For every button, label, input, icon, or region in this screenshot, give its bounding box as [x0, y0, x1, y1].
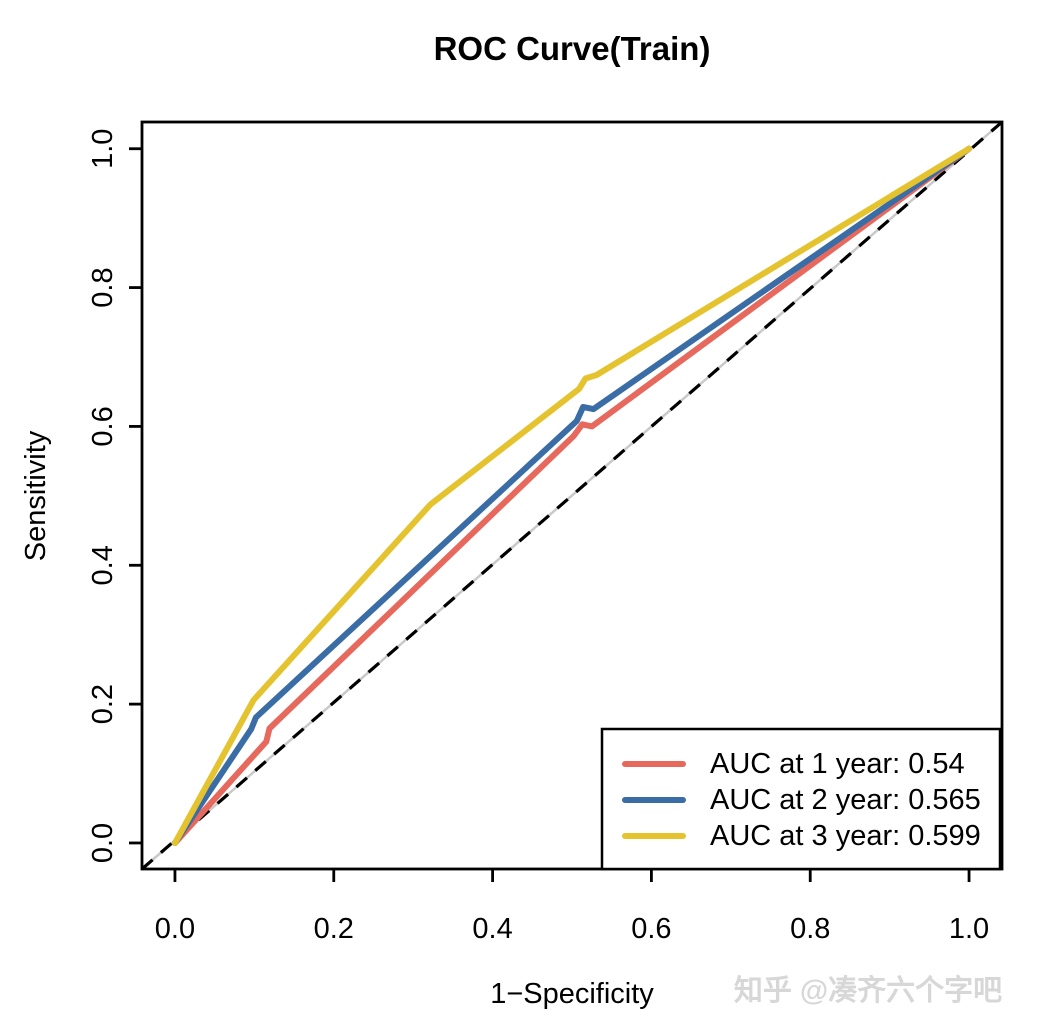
x-axis-label: 1−Specificity	[490, 978, 654, 1010]
chart-title: ROC Curve(Train)	[434, 30, 711, 67]
roc-curve-3-year	[172, 145, 972, 846]
y-tick-label: 0.2	[87, 684, 119, 724]
y-tick-label: 0.4	[87, 545, 119, 585]
y-axis-label: Sensitivity	[20, 430, 52, 561]
plot-box	[140, 120, 1004, 871]
y-tick-label: 0.8	[87, 267, 119, 307]
x-tick-label: 0.6	[631, 913, 671, 945]
diagonal-underlay-line	[141, 121, 1003, 870]
x-tick-label: 0.4	[472, 913, 512, 945]
axes-layer: 0.0 0.2 0.4 0.6 0.8 1.0 0.0 0.2 0.4 0.6 0.8 1.0	[87, 120, 1004, 945]
legend-label: AUC at 3 year: 0.599	[710, 820, 981, 852]
y-tick-label: 0.6	[87, 406, 119, 446]
roc-curve-1-year	[172, 145, 972, 846]
x-tick-label: 0.2	[314, 913, 354, 945]
legend-label: AUC at 2 year: 0.565	[710, 784, 981, 816]
watermark: 知乎 @凑齐六个字吧	[734, 973, 1002, 1007]
curves-layer	[140, 120, 1004, 871]
x-tick-label: 0.8	[790, 913, 830, 945]
y-tick-label: 1.0	[87, 129, 119, 169]
roc-curve-2-year	[172, 145, 972, 846]
legend: AUC at 1 year: 0.54 AUC at 2 year: 0.565 A…	[600, 727, 1002, 871]
x-tick-label: 0.0	[155, 913, 195, 945]
y-tick-label: 0.0	[87, 823, 119, 863]
legend-label: AUC at 1 year: 0.54	[710, 748, 965, 780]
x-tick-label: 1.0	[949, 913, 989, 945]
